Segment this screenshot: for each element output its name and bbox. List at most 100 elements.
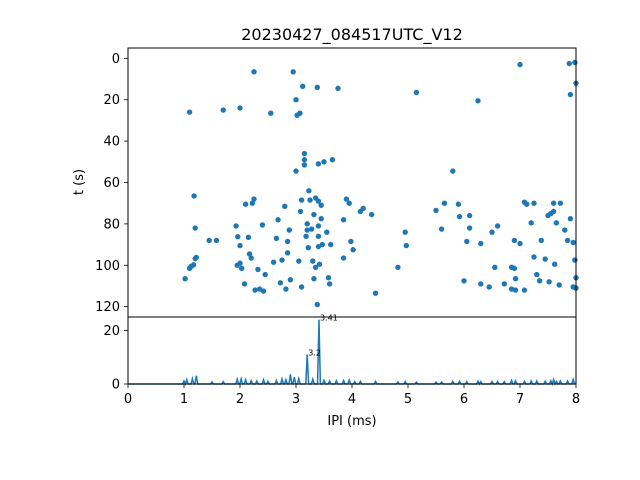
scatter-point [328,241,334,248]
scatter-point [297,208,304,215]
scatter-point [275,217,281,223]
scatter-point [335,85,341,92]
scatter-point [307,197,313,203]
scatter-point [501,281,508,287]
scatter-point [311,276,317,282]
scatter-point [270,259,277,265]
histogram-x-axis-label: IPI (ms) [327,414,376,429]
scatter-point [531,200,537,206]
scatter-point [486,284,492,290]
scatter-point [466,225,473,231]
chart-title: 20230427_084517UTC_V12 [241,25,463,45]
scatter-point [360,205,366,212]
scatter-point [346,200,352,206]
scatter-point [564,237,571,244]
histogram-x-tick-label: 5 [404,392,412,407]
scatter-point [319,241,326,248]
scatter-point [304,221,310,227]
histogram-x-tick-label: 2 [236,392,244,407]
scatter-point [494,223,501,229]
scatter-point [300,83,306,89]
scatter-point [348,238,354,245]
histogram-x-tick-label: 8 [572,392,580,407]
scatter-point [298,284,305,290]
scatter-point [566,60,572,67]
scatter-point [260,288,267,294]
scatter-point [372,290,379,296]
scatter-point [192,225,198,231]
scatter-point [318,202,324,208]
scatter-point [282,203,288,209]
scatter-point [324,229,330,235]
scatter-point [395,264,401,271]
histogram-y-tick-label: 0 [112,378,120,393]
scatter-point [259,222,266,228]
scatter-point [550,200,557,206]
histogram-series-line [128,319,576,387]
scatter-point [340,255,347,261]
scatter-point [538,237,544,244]
scatter-point [562,227,568,233]
scatter-point [303,233,309,239]
scatter-point [521,287,528,293]
scatter-point [301,157,308,163]
scatter-point [255,266,261,273]
scatter-point [340,217,347,223]
scatter-point [433,207,439,214]
scatter-point [455,201,462,207]
scatter-point [528,220,534,226]
scatter-point [241,281,248,287]
scatter-point [438,226,445,232]
scatter-points [182,59,579,308]
scatter-point [262,271,268,278]
scatter-point [237,105,243,111]
scatter-point [350,247,356,253]
scatter-point [531,254,537,260]
scatter-point [466,212,473,219]
scatter-point [553,220,560,226]
scatter-point [249,200,256,206]
scatter-point [237,260,243,266]
scatter-point [273,235,280,242]
scatter-point [312,264,319,271]
histogram-x-tick-label: 7 [516,392,524,407]
scatter-point [368,211,375,218]
scatter-point [512,287,519,293]
scatter-y-tick-label: 20 [103,93,120,108]
scatter-point [321,159,327,165]
scatter-point [478,281,484,287]
scatter-panel: 0 20 40 60 80 100 120 t (s) [72,47,579,318]
scatter-point [283,286,289,292]
scatter-point [572,59,578,66]
scatter-point [301,162,308,168]
scatter-point [248,255,254,261]
scatter-point [186,109,193,115]
scatter-point [311,211,317,218]
histogram-plot-frame [127,316,577,385]
scatter-point [268,110,274,116]
scatter-point [315,161,322,167]
scatter-point [567,216,574,222]
scatter-point [251,196,257,202]
peak-annotations: 3.41 3.2 [308,314,338,358]
histogram-y-tick-label: 20 [103,324,120,339]
scatter-point [305,244,312,251]
scatter-point [182,276,188,282]
scatter-point [403,242,410,249]
scatter-point [318,216,324,222]
scatter-point [550,208,557,215]
scatter-point [461,278,467,284]
histogram-x-tick-label: 4 [348,392,356,407]
scatter-y-ticks: 0 20 40 60 80 100 120 [95,52,128,315]
scatter-plot-frame [127,47,577,318]
scatter-point [252,287,258,293]
scatter-point [190,262,197,268]
scatter-point [233,223,239,229]
scatter-point [511,265,518,272]
scatter-point [220,107,226,113]
scatter-point [441,200,448,206]
scatter-point [524,201,530,207]
scatter-point [329,157,336,163]
